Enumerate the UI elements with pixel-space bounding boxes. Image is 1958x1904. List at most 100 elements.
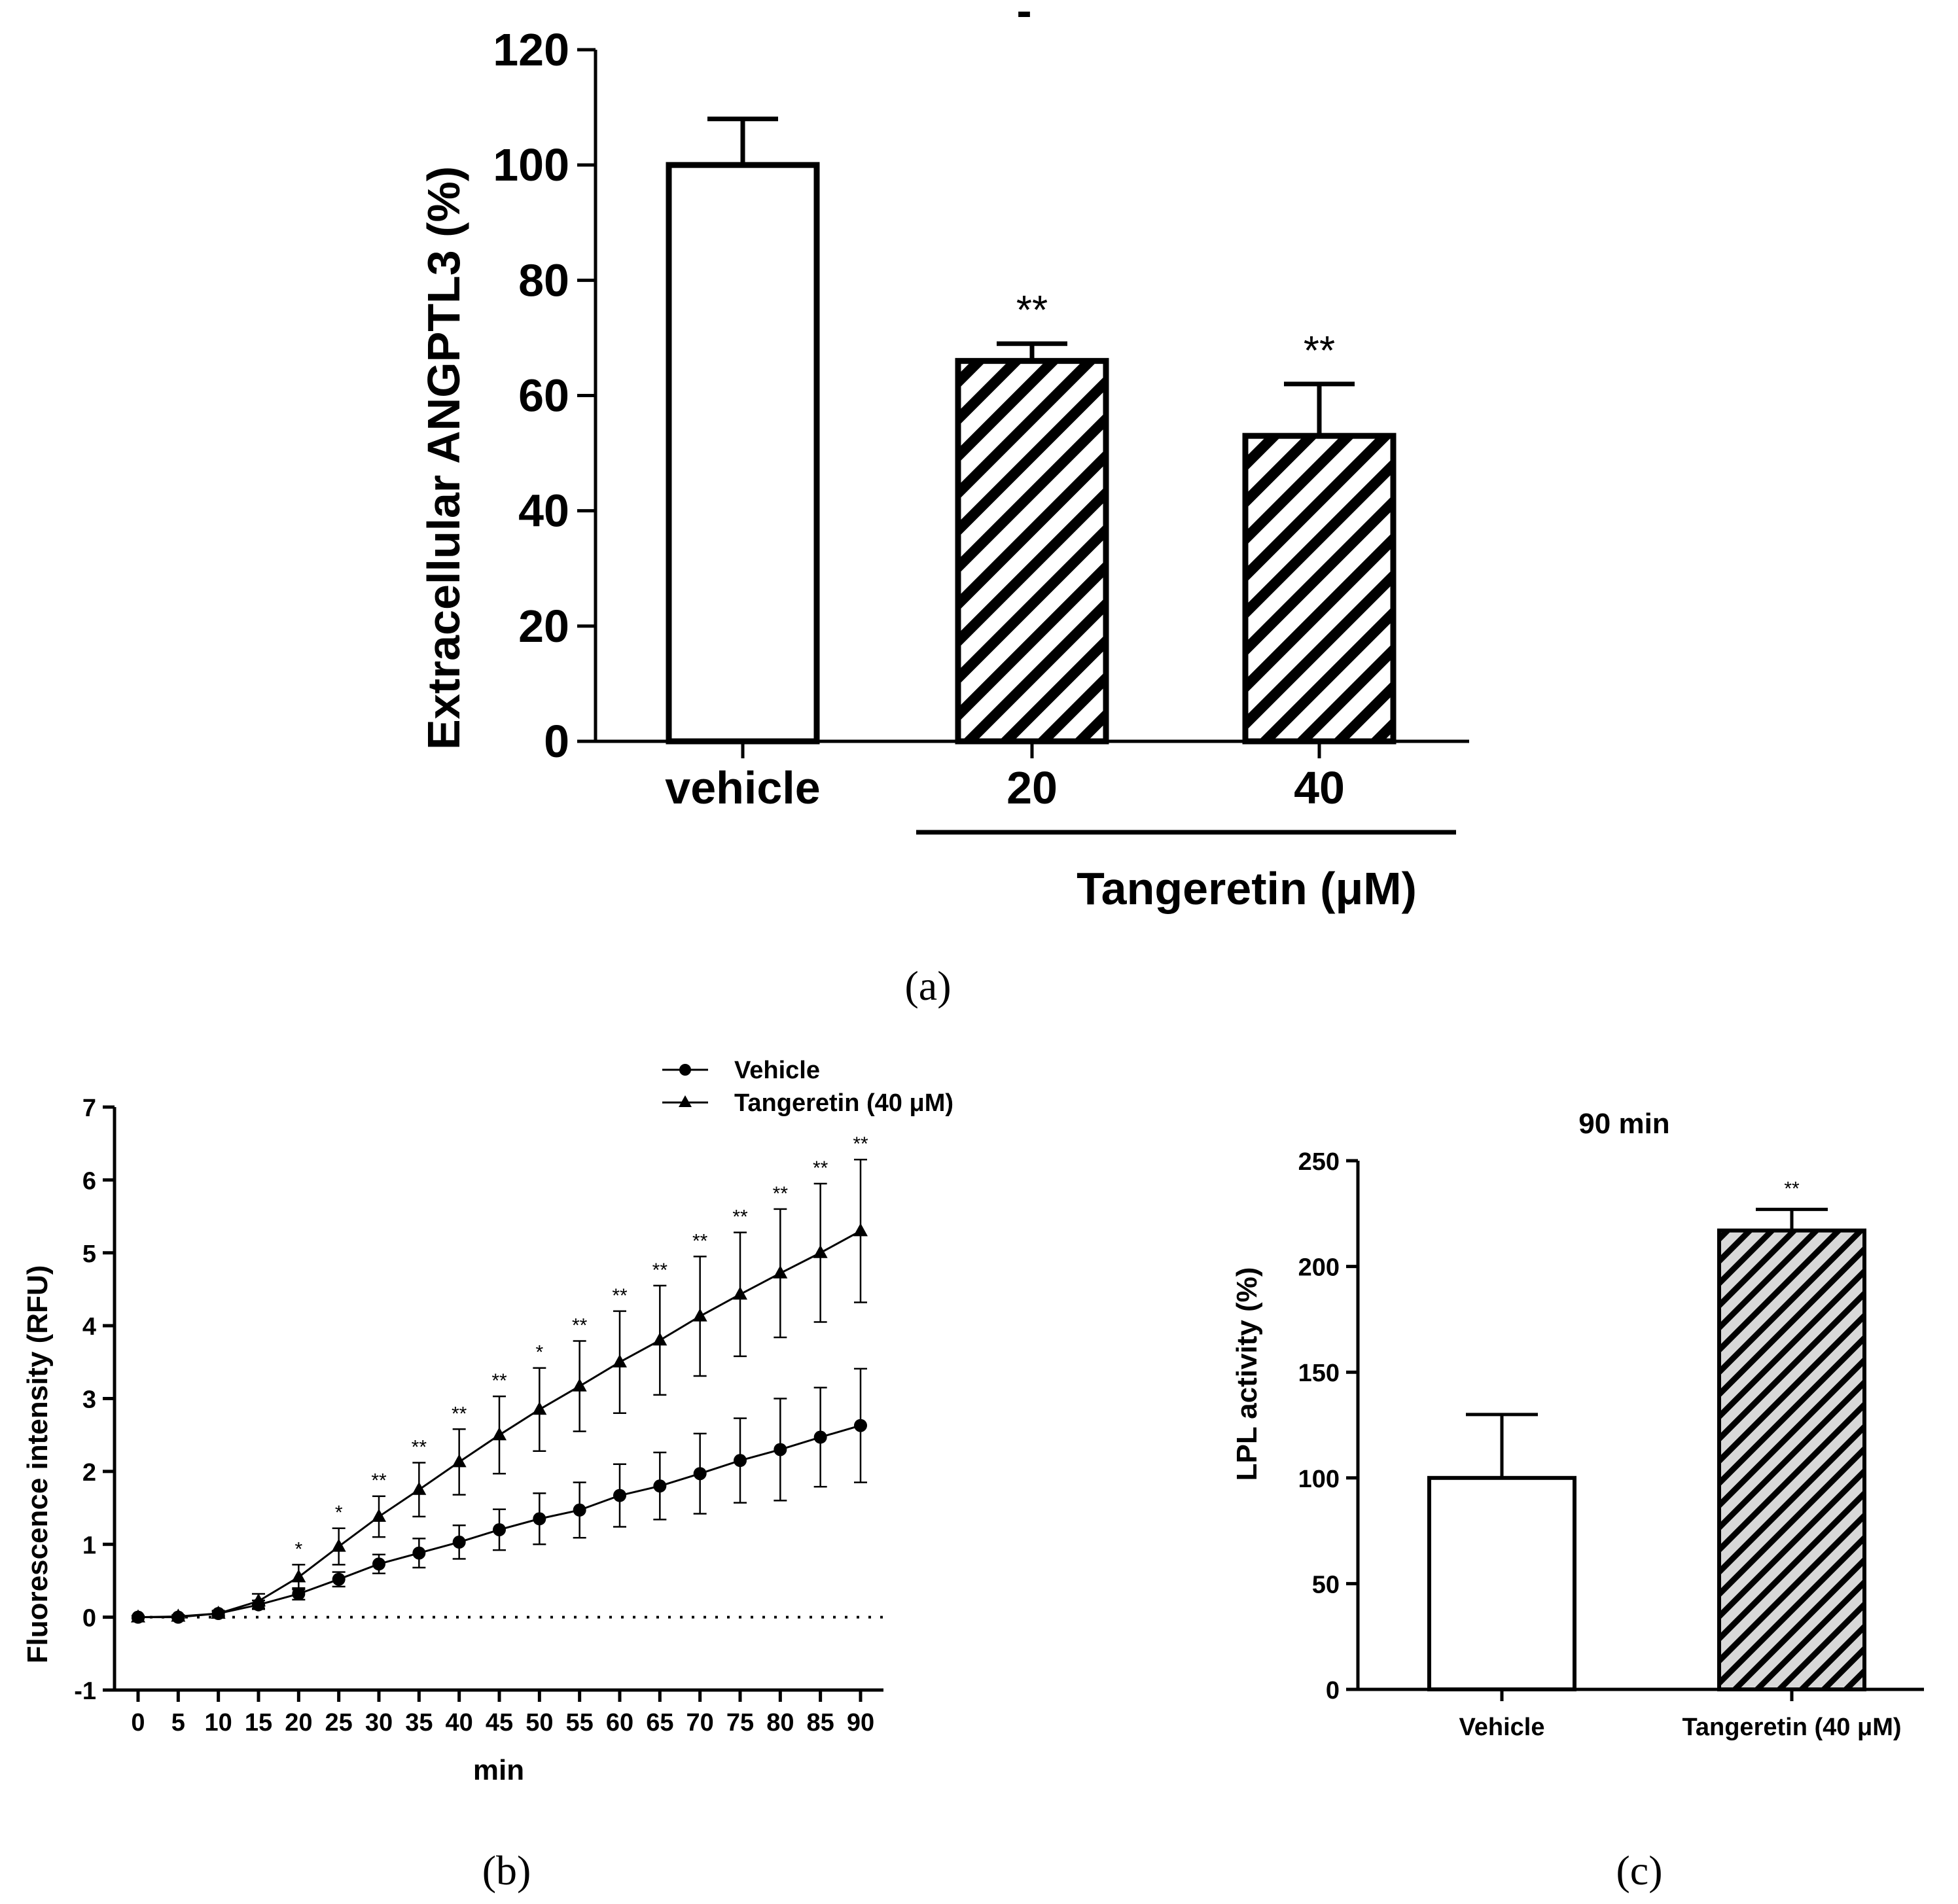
legend-marker-tangeretin [679, 1095, 692, 1107]
panel-label-b: (b) [482, 1847, 531, 1894]
y-tick-label-c: 0 [1326, 1677, 1340, 1704]
data-point-tangeretin [572, 1378, 587, 1392]
data-point-vehicle [573, 1503, 586, 1517]
panel-label-a: (a) [904, 962, 951, 1009]
y-tick-label-b: 3 [82, 1386, 96, 1414]
significance-label-b: * [294, 1538, 302, 1560]
y-tick-label-a: 120 [493, 24, 569, 75]
y-axis-label-c: LPL activity (%) [1231, 1267, 1263, 1481]
data-point-vehicle [653, 1479, 667, 1493]
y-tick-label-c: 50 [1312, 1571, 1340, 1598]
y-tick-label-b: 1 [82, 1532, 96, 1559]
x-tick-label-b: 20 [285, 1709, 312, 1737]
stray-mark: - [1016, 0, 1031, 36]
y-tick-label-b: -1 [74, 1678, 96, 1705]
y-tick-label-a: 100 [493, 139, 569, 190]
data-point-vehicle [813, 1430, 827, 1444]
y-tick-label-c: 150 [1298, 1360, 1340, 1387]
x-tick-label-b: 45 [486, 1709, 513, 1737]
significance-label-b: ** [692, 1230, 708, 1252]
data-point-tangeretin [492, 1427, 507, 1441]
data-point-tangeretin [452, 1454, 467, 1468]
data-point-tangeretin [652, 1332, 668, 1346]
x-tick-label-b: 80 [766, 1709, 794, 1737]
x-tick-label-b: 0 [131, 1709, 145, 1737]
data-point-vehicle [533, 1512, 546, 1526]
y-tick-label-b: 4 [82, 1313, 96, 1341]
data-point-tangeretin [773, 1265, 788, 1278]
legend-label-vehicle: Vehicle [734, 1057, 820, 1084]
x-tick-label-c: Tangeretin (40 μM) [1682, 1714, 1901, 1741]
y-tick-label-c: 200 [1298, 1254, 1340, 1282]
x-tick-label-a: 40 [1294, 762, 1345, 813]
bar-vehicle [666, 162, 820, 745]
bar-vehicle [1427, 1475, 1576, 1692]
y-tick-label-c: 250 [1298, 1148, 1340, 1176]
x-tick-label-b: 15 [245, 1709, 272, 1737]
y-tick-label-a: 20 [518, 601, 569, 652]
data-point-tangeretin [251, 1593, 266, 1607]
significance-label-b: ** [813, 1157, 828, 1179]
significance-label-b: ** [572, 1315, 588, 1337]
chart-b: Fluorescence intensity (RFU) min (b) -1 0… [22, 1057, 953, 1894]
significance-label-b: ** [652, 1260, 668, 1281]
chart-a: - Extracellular ANGPTL3 (%) Tangeretin (… [418, 0, 1469, 1009]
data-point-vehicle [613, 1489, 626, 1502]
significance-label-b: ** [773, 1183, 789, 1205]
significance-label-b: ** [452, 1403, 467, 1424]
x-tick-label-b: 25 [325, 1709, 353, 1737]
bar-tangeretin [1717, 1228, 1866, 1691]
data-point-vehicle [693, 1467, 707, 1481]
data-point-tangeretin [211, 1606, 226, 1619]
x-tick-label-b: 70 [686, 1709, 714, 1737]
x-tick-label-b: 85 [807, 1709, 834, 1737]
y-tick-label-a: 0 [544, 716, 569, 767]
data-point-vehicle [734, 1454, 747, 1468]
significance-label-b: ** [412, 1437, 427, 1458]
significance-label-b: ** [853, 1133, 868, 1155]
bar-40 [1242, 432, 1397, 745]
data-point-tangeretin [131, 1609, 145, 1623]
data-point-vehicle [493, 1523, 506, 1536]
y-tick-label-b: 6 [82, 1167, 96, 1195]
data-point-vehicle [412, 1546, 426, 1560]
data-point-tangeretin [613, 1354, 627, 1367]
significance-label-c: ** [1784, 1178, 1800, 1199]
data-point-vehicle [854, 1419, 867, 1432]
significance-label-a: ** [1304, 328, 1335, 374]
y-tick-label-a: 60 [518, 370, 569, 421]
data-point-tangeretin [412, 1481, 427, 1495]
x-tick-label-c: Vehicle [1459, 1714, 1545, 1741]
significance-label-a: ** [1016, 288, 1048, 333]
y-tick-label-a: 80 [518, 255, 569, 306]
x-tick-label-b: 90 [847, 1709, 874, 1737]
x-tick-label-b: 60 [606, 1709, 633, 1737]
y-axis-label-b: Fluorescence intensity (RFU) [22, 1265, 54, 1664]
group-label-a: Tangeretin (μM) [1077, 863, 1417, 914]
data-point-tangeretin [171, 1608, 186, 1622]
x-tick-label-b: 10 [205, 1709, 232, 1737]
chart-title-c: 90 min [1578, 1108, 1669, 1140]
x-tick-label-b: 55 [566, 1709, 594, 1737]
y-tick-label-a: 40 [518, 485, 569, 537]
data-point-tangeretin [733, 1286, 747, 1300]
legend-marker-vehicle [679, 1064, 691, 1076]
data-point-vehicle [292, 1587, 306, 1600]
x-tick-label-b: 65 [646, 1709, 673, 1737]
y-tick-label-b: 7 [82, 1095, 96, 1122]
x-axis-label-b: min [473, 1754, 524, 1786]
legend-label-tangeretin: Tangeretin (40 μM) [734, 1089, 953, 1117]
data-point-vehicle [774, 1443, 787, 1456]
y-tick-label-b: 5 [82, 1241, 96, 1268]
panel-label-c: (c) [1616, 1847, 1662, 1894]
x-tick-label-b: 35 [405, 1709, 433, 1737]
data-point-tangeretin [853, 1223, 868, 1237]
significance-label-b: ** [612, 1285, 628, 1307]
data-point-tangeretin [813, 1244, 828, 1258]
data-point-vehicle [452, 1535, 466, 1549]
y-tick-label-b: 0 [82, 1605, 96, 1632]
x-tick-label-a: 20 [1006, 762, 1058, 813]
x-tick-label-b: 50 [525, 1709, 553, 1737]
significance-label-b: ** [371, 1470, 387, 1492]
